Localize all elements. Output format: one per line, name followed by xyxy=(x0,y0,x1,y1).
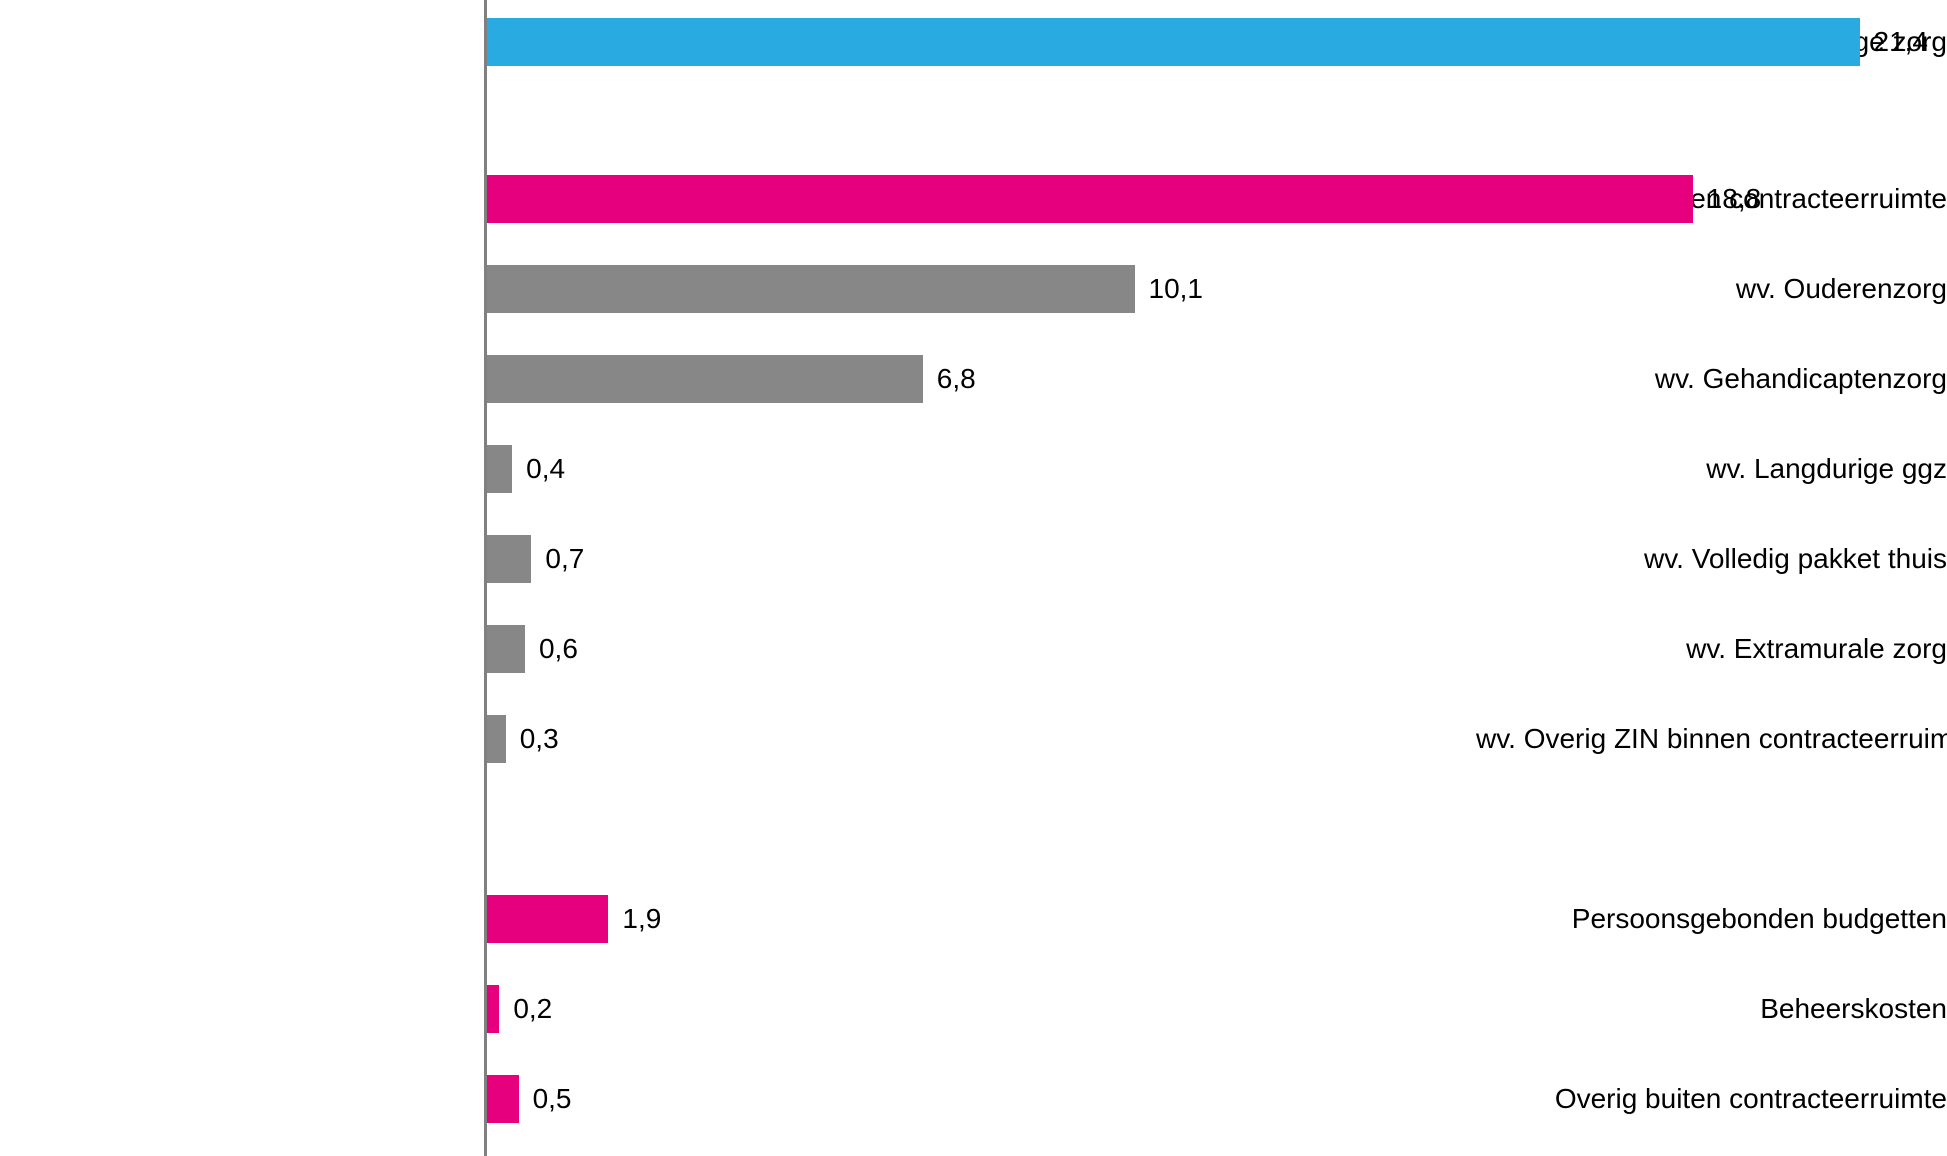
bar xyxy=(487,895,609,943)
chart-row: wv. Langdurige ggz 0,4 xyxy=(0,445,1947,493)
bar xyxy=(487,715,506,763)
chart-row: ZIN binnen contracteerruimte18,8 xyxy=(0,175,1947,223)
value-label: 0,3 xyxy=(520,715,559,763)
category-label: wv. Gehandicaptenzorg xyxy=(1476,355,1947,403)
bar xyxy=(487,18,1860,66)
chart-row: wv. Overig ZIN binnen contracteerruimte 0… xyxy=(0,715,1947,763)
chart-row: wv. Ouderenzorg 10,1 xyxy=(0,265,1947,313)
category-label: Beheerskosten xyxy=(1476,985,1947,1033)
value-label: 0,4 xyxy=(526,445,565,493)
bar xyxy=(487,985,500,1033)
category-label: wv. Ouderenzorg xyxy=(1476,265,1947,313)
category-label: wv. Langdurige ggz xyxy=(1476,445,1947,493)
value-label: 6,8 xyxy=(937,355,976,403)
value-label: 18,8 xyxy=(1707,175,1762,223)
category-label: wv. Volledig pakket thuis xyxy=(1476,535,1947,583)
value-label: 0,2 xyxy=(513,985,552,1033)
value-label: 0,6 xyxy=(539,625,578,673)
bar xyxy=(487,445,513,493)
value-label: 0,5 xyxy=(533,1075,572,1123)
chart-row: wv. Extramurale zorg 0,6 xyxy=(0,625,1947,673)
chart-row: Overig buiten contracteerruimte 0,5 xyxy=(0,1075,1947,1123)
bar-chart: Totaal Wet langdurige zorg21,4 ZIN binnen… xyxy=(0,0,1947,1156)
value-label: 10,1 xyxy=(1149,265,1204,313)
chart-row: Persoonsgebonden budgetten 1,9 xyxy=(0,895,1947,943)
bar xyxy=(487,625,525,673)
category-label: Persoonsgebonden budgetten xyxy=(1476,895,1947,943)
bar xyxy=(487,265,1135,313)
bar xyxy=(487,535,532,583)
chart-row: wv. Gehandicaptenzorg 6,8 xyxy=(0,355,1947,403)
value-label: 1,9 xyxy=(622,895,661,943)
bar xyxy=(487,355,923,403)
bar xyxy=(487,175,1693,223)
chart-row: Beheerskosten 0,2 xyxy=(0,985,1947,1033)
category-label: wv. Overig ZIN binnen contracteerruimte xyxy=(1476,715,1947,763)
chart-row: wv. Volledig pakket thuis 0,7 xyxy=(0,535,1947,583)
bar xyxy=(487,1075,519,1123)
value-label: 0,7 xyxy=(545,535,584,583)
category-label: Overig buiten contracteerruimte xyxy=(1476,1075,1947,1123)
value-label: 21,4 xyxy=(1874,18,1929,66)
category-label: wv. Extramurale zorg xyxy=(1476,625,1947,673)
chart-row: Totaal Wet langdurige zorg21,4 xyxy=(0,18,1947,66)
